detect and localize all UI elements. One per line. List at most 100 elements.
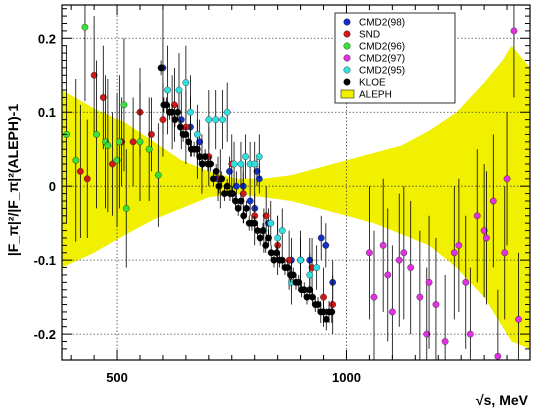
data-point [159,116,167,124]
data-point [313,264,321,271]
data-point [314,301,322,308]
data-point [223,108,231,116]
data-point [212,116,220,124]
data-point [441,338,449,345]
data-point [229,190,237,197]
series-kloe [157,60,336,331]
data-point [104,142,112,149]
y-tick-label: 0.1 [38,105,56,120]
legend-marker [343,66,351,74]
data-point [494,352,502,360]
data-point [212,168,220,175]
legend-marker [343,42,351,50]
data-point [450,249,458,257]
y-tick-label: 0 [49,179,56,194]
data-point [251,160,259,168]
series-cmd2-97- [366,5,522,360]
data-point [309,293,316,301]
legend-label: CMD2(96) [359,42,405,53]
data-point [462,278,470,286]
data-point [251,219,259,227]
data-point [515,315,522,323]
legend-band-swatch [340,89,355,99]
data-point [246,197,254,205]
data-point [267,219,275,227]
legend-marker [343,30,351,38]
data-point [182,79,190,87]
data-point [239,190,247,197]
data-point [265,234,272,242]
data-point [219,116,226,124]
legend-label: CMD2(98) [359,18,405,29]
data-point [274,234,282,242]
data-point [284,264,292,271]
data-point [109,160,116,168]
data-point [164,86,171,94]
data-point [322,315,330,323]
data-point [329,301,337,308]
data-point [122,204,130,212]
data-points [63,5,522,360]
data-point [174,108,182,116]
data-point [262,212,270,220]
data-point [163,101,171,109]
legend-label: SND [359,30,380,41]
data-point [322,241,330,249]
data-point [253,168,261,175]
data-point [90,71,98,79]
data-point [259,227,267,234]
x-axis-label: √s, MeV [476,392,529,408]
data-point [416,293,424,301]
data-point [510,27,518,35]
data-point [129,138,137,146]
y-tick-label: -0.1 [34,253,56,268]
y-tick-label: 0.2 [38,31,56,46]
data-point [193,131,201,138]
y-tick-label: -0.2 [34,327,56,342]
legend-label: ALEPH [359,90,392,101]
data-point [196,138,204,146]
data-point [483,234,490,242]
data-point [72,156,80,164]
data-point [423,330,431,338]
data-point [425,278,433,286]
data-point [455,241,463,249]
data-point [243,204,250,212]
data-point [115,138,123,146]
data-point [366,249,373,257]
data-point [201,153,209,161]
data-point [234,204,242,212]
data-point [136,138,144,146]
data-point [175,86,183,94]
legend-box [334,12,456,104]
data-point [226,168,233,175]
plot-frame [61,4,531,361]
data-point [473,212,481,220]
data-point [154,171,162,179]
data-point [223,182,231,190]
data-point [176,123,184,131]
x-tick-label: 1000 [332,370,361,385]
data-point [205,116,213,124]
legend-label: KLOE [359,78,386,89]
legend: CMD2(98)SNDCMD2(96)CMD2(97)CMD2(95)KLOEA… [334,12,456,104]
data-point [295,278,303,286]
data-point [93,131,100,138]
data-point [501,249,509,257]
data-point [237,160,245,168]
data-point [262,241,270,249]
data-point [480,227,488,234]
data-point [320,293,327,301]
axes: 500 1000 -0.2 -0.1 0 0.1 0.2 [34,5,531,385]
data-point [306,271,314,279]
data-point [113,156,121,164]
data-point [395,256,403,264]
data-point [306,286,314,294]
data-point [83,175,91,183]
legend-marker [343,78,351,86]
data-point [99,94,107,101]
data-point [185,138,193,146]
data-point [187,108,194,116]
data-point [289,271,297,279]
data-point [432,301,440,308]
